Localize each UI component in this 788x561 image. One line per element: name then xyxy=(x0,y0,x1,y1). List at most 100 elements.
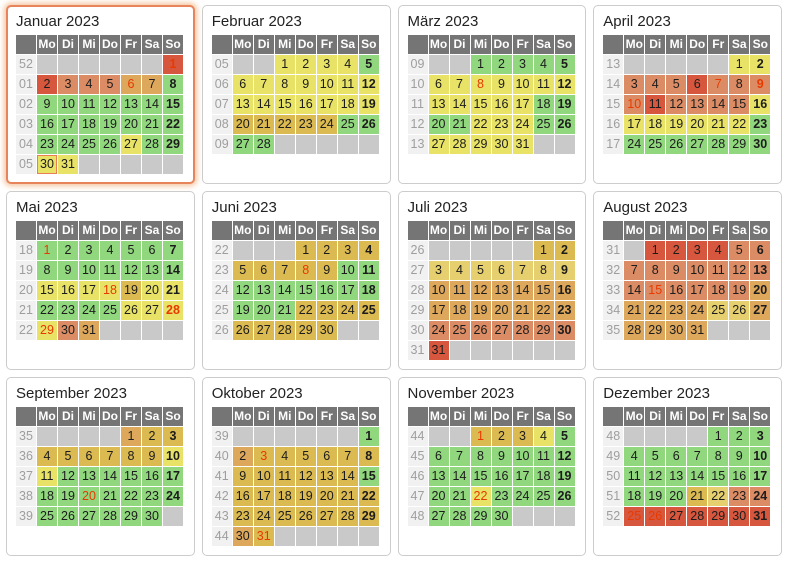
empty-cell xyxy=(100,55,120,74)
week-number: 09 xyxy=(407,55,428,74)
day-cell-18: 18 xyxy=(533,95,554,114)
empty-cell xyxy=(512,241,533,260)
week-row: 45 6 7 8 9 10 11 12 xyxy=(407,447,575,466)
day-cell-22: 22 xyxy=(295,301,316,320)
day-cell-15: 15 xyxy=(121,467,141,486)
week-number: 18 xyxy=(16,241,36,260)
week-number: 25 xyxy=(211,301,232,320)
day-header-so: So xyxy=(750,221,771,240)
day-header-fr: Fr xyxy=(512,221,533,240)
day-cell-23: 23 xyxy=(295,115,316,134)
week-column-header xyxy=(16,221,36,240)
day-cell-5: 5 xyxy=(58,447,78,466)
day-header-fr: Fr xyxy=(512,407,533,426)
empty-cell xyxy=(428,55,449,74)
day-header-sa: Sa xyxy=(337,407,358,426)
empty-cell xyxy=(645,55,666,74)
month-table: Mo Di Mi Do Fr Sa So 44 1 2 3 4 5 45 6 7 8 9 10 11 12 46 13 14 1… xyxy=(407,406,576,527)
day-cell-26: 26 xyxy=(58,507,78,526)
empty-cell xyxy=(554,341,575,360)
week-row: 13 1 2 xyxy=(603,55,771,74)
day-cell-25: 25 xyxy=(274,507,295,526)
day-cell-24: 24 xyxy=(253,507,274,526)
day-cell-9: 9 xyxy=(142,447,162,466)
day-cell-22: 22 xyxy=(729,115,750,134)
empty-cell xyxy=(79,55,99,74)
day-cell-21: 21 xyxy=(274,301,295,320)
day-cell-15: 15 xyxy=(358,467,379,486)
day-cell-24: 24 xyxy=(337,301,358,320)
day-cell-30: 30 xyxy=(142,507,162,526)
day-header-sa: Sa xyxy=(337,221,358,240)
day-cell-29: 29 xyxy=(358,507,379,526)
empty-cell xyxy=(163,507,183,526)
empty-cell xyxy=(316,527,337,546)
day-cell-19: 19 xyxy=(358,95,379,114)
day-cell-23: 23 xyxy=(666,301,687,320)
day-header-do: Do xyxy=(491,35,512,54)
empty-cell xyxy=(449,341,470,360)
day-cell-2: 2 xyxy=(491,427,512,446)
day-cell-8: 8 xyxy=(274,75,295,94)
day-cell-13: 13 xyxy=(121,95,141,114)
empty-cell xyxy=(274,135,295,154)
day-cell-28: 28 xyxy=(142,135,162,154)
empty-cell xyxy=(624,241,645,260)
day-cell-30: 30 xyxy=(666,321,687,340)
day-header-so: So xyxy=(358,35,379,54)
day-cell-15: 15 xyxy=(163,95,183,114)
day-cell-15: 15 xyxy=(533,281,554,300)
day-cell-18: 18 xyxy=(533,467,554,486)
day-header-fr: Fr xyxy=(708,221,729,240)
day-header-sa: Sa xyxy=(533,35,554,54)
week-row: 46 13 14 15 16 17 18 19 xyxy=(407,467,575,486)
day-cell-12: 12 xyxy=(554,447,575,466)
week-number: 52 xyxy=(16,55,36,74)
week-row: 13 27 28 29 30 31 xyxy=(407,135,575,154)
day-cell-14: 14 xyxy=(100,467,120,486)
month-title: Juni 2023 xyxy=(211,199,277,216)
week-row: 37 11 12 13 14 15 16 17 xyxy=(16,467,183,486)
day-cell-4: 4 xyxy=(100,241,120,260)
day-cell-22: 22 xyxy=(533,301,554,320)
day-cell-20: 20 xyxy=(428,487,449,506)
day-cell-25: 25 xyxy=(449,321,470,340)
day-cell-11: 11 xyxy=(358,261,379,280)
day-cell-6: 6 xyxy=(142,241,162,260)
day-cell-7: 7 xyxy=(163,241,183,260)
month-block-10: Oktober 2023 Mo Di Mi Do Fr Sa So 39 1 40 2 3 4 5 6 7 8 41… xyxy=(201,377,391,556)
day-header-fr: Fr xyxy=(121,221,141,240)
empty-cell xyxy=(253,55,274,74)
empty-cell xyxy=(253,241,274,260)
day-header-fr: Fr xyxy=(512,35,533,54)
week-number: 34 xyxy=(603,301,624,320)
week-number: 38 xyxy=(16,487,36,506)
week-row: 49 4 5 6 7 8 9 10 xyxy=(603,447,771,466)
empty-cell xyxy=(121,155,141,174)
day-header-mo: Mo xyxy=(428,407,449,426)
day-cell-12: 12 xyxy=(358,75,379,94)
day-cell-4: 4 xyxy=(337,55,358,74)
month-block-1: Januar 2023 Mo Di Mi Do Fr Sa So 52 1 01 2 3 4 5 6 7 8 02 9… xyxy=(6,5,195,184)
week-row: 21 22 23 24 25 26 27 28 xyxy=(16,301,183,320)
day-cell-5: 5 xyxy=(645,447,666,466)
day-cell-1: 1 xyxy=(533,241,554,260)
week-row: 34 21 22 23 24 25 26 27 xyxy=(603,301,771,320)
day-header-do: Do xyxy=(100,407,120,426)
week-number: 08 xyxy=(211,115,232,134)
day-cell-8: 8 xyxy=(708,447,729,466)
day-cell-14: 14 xyxy=(449,95,470,114)
day-cell-4: 4 xyxy=(358,241,379,260)
empty-cell xyxy=(337,321,358,340)
week-number: 30 xyxy=(407,321,428,340)
week-number: 41 xyxy=(211,467,232,486)
day-cell-8: 8 xyxy=(470,75,491,94)
day-cell-21: 21 xyxy=(512,301,533,320)
month-title: November 2023 xyxy=(407,385,515,402)
day-cell-13: 13 xyxy=(666,467,687,486)
day-cell-4: 4 xyxy=(79,75,99,94)
day-cell-31: 31 xyxy=(750,507,771,526)
day-cell-31: 31 xyxy=(428,341,449,360)
week-row: 52 1 xyxy=(16,55,183,74)
day-header-fr: Fr xyxy=(708,35,729,54)
